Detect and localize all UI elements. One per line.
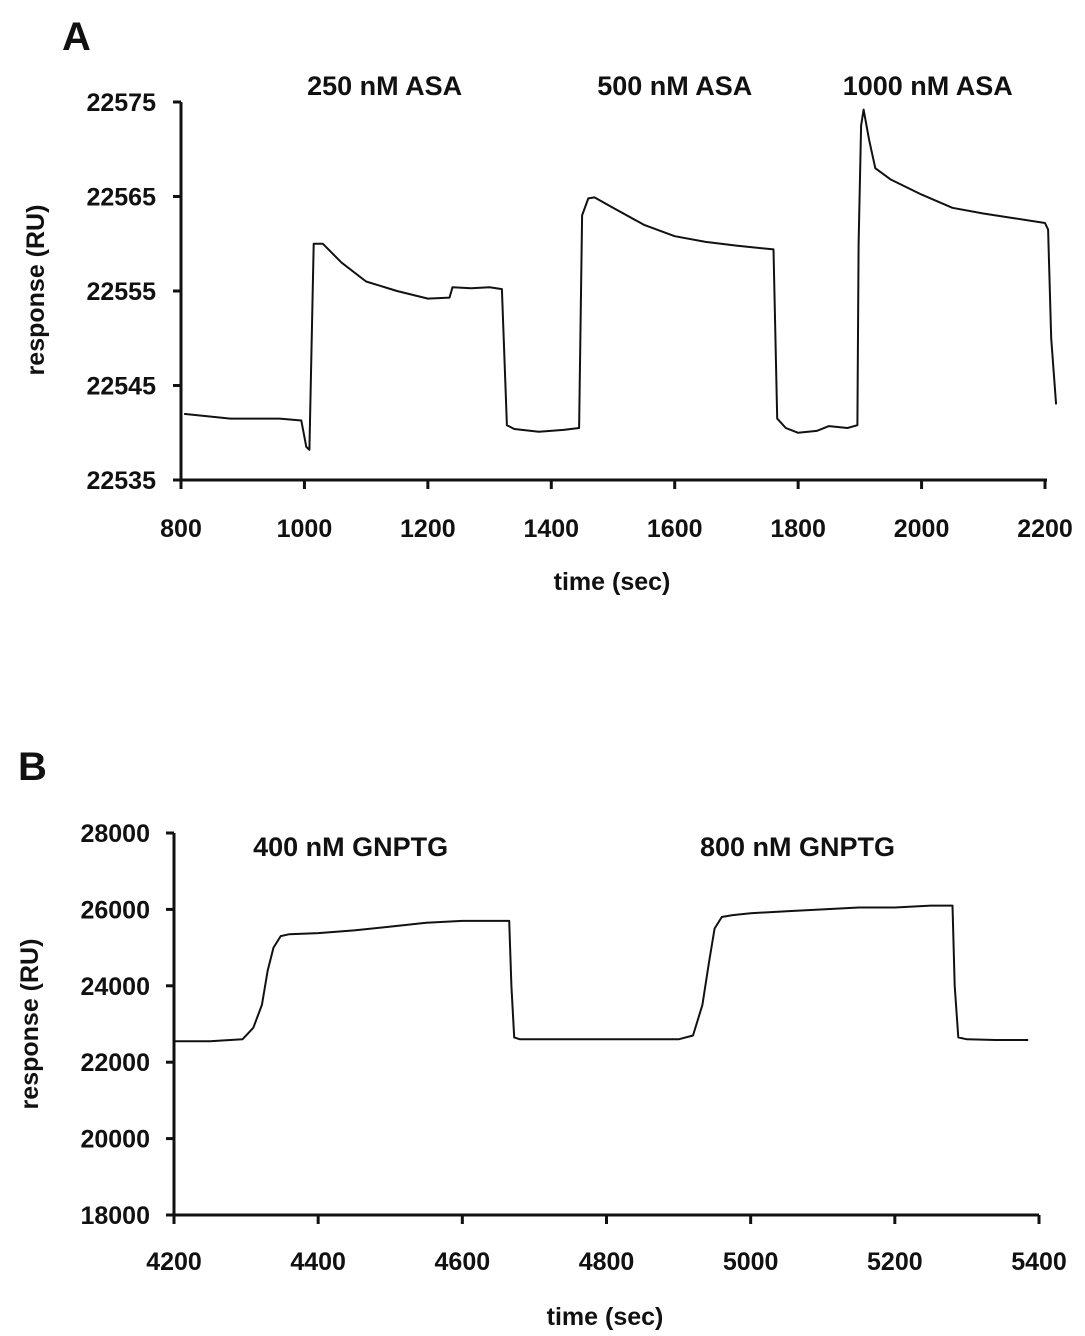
x-tick-label-a: 1800 [770, 515, 826, 543]
series-line-a [183, 108, 1058, 451]
annotation-b: 400 nM GNPTG [253, 832, 448, 862]
y-tick-label-b: 22000 [80, 1049, 150, 1077]
x-axis-title-b: time (sec) [547, 1303, 664, 1331]
y-axis-title-a: response (RU) [22, 205, 50, 376]
y-tick-label-a: 22535 [86, 467, 156, 495]
y-tick-label-b: 28000 [80, 820, 150, 848]
x-tick-label-a: 1200 [400, 515, 456, 543]
y-tick-label-a: 22555 [86, 278, 156, 306]
panel-letter-a: A [62, 15, 91, 59]
y-tick-label-b: 20000 [80, 1126, 150, 1154]
x-tick-label-b: 5400 [1011, 1248, 1067, 1276]
y-axis-title-b: response (RU) [16, 939, 44, 1110]
panel-b: B 400 nM GNPTG 800 nM GNPTG 18000 20000 220… [16, 745, 1067, 1331]
x-tick-label-b: 5200 [867, 1248, 923, 1276]
annotation-b: 800 nM GNPTG [700, 832, 895, 862]
x-tick-label-b: 4200 [146, 1248, 202, 1276]
x-tick-label-a: 2200 [1017, 515, 1073, 543]
series-line-b [174, 904, 1029, 1043]
annotation-a: 1000 nM ASA [843, 71, 1013, 101]
panel-letter-b: B [18, 745, 47, 789]
x-tick-label-a: 1400 [523, 515, 579, 543]
x-axis-title-a: time (sec) [554, 568, 671, 596]
x-tick-label-b: 4400 [290, 1248, 346, 1276]
y-tick-label-b: 18000 [80, 1202, 150, 1230]
y-tick-label-a: 22575 [86, 89, 156, 117]
x-tick-label-a: 1600 [647, 515, 703, 543]
y-tick-label-b: 26000 [80, 896, 150, 924]
x-tick-label-a: 800 [160, 515, 202, 543]
y-tick-label-a: 22545 [86, 373, 156, 401]
x-tick-label-b: 4800 [579, 1248, 635, 1276]
x-tick-label-a: 2000 [894, 515, 950, 543]
y-tick-label-a: 22565 [86, 184, 156, 212]
annotation-a: 250 nM ASA [307, 71, 462, 101]
panel-a: A 250 nM ASA 500 nM ASA 1000 nM ASA 22535 2… [22, 15, 1073, 596]
x-tick-label-a: 1000 [277, 515, 333, 543]
y-tick-label-b: 24000 [80, 973, 150, 1001]
x-tick-label-b: 4600 [435, 1248, 491, 1276]
x-tick-label-b: 5000 [723, 1248, 779, 1276]
annotation-a: 500 nM ASA [597, 71, 752, 101]
